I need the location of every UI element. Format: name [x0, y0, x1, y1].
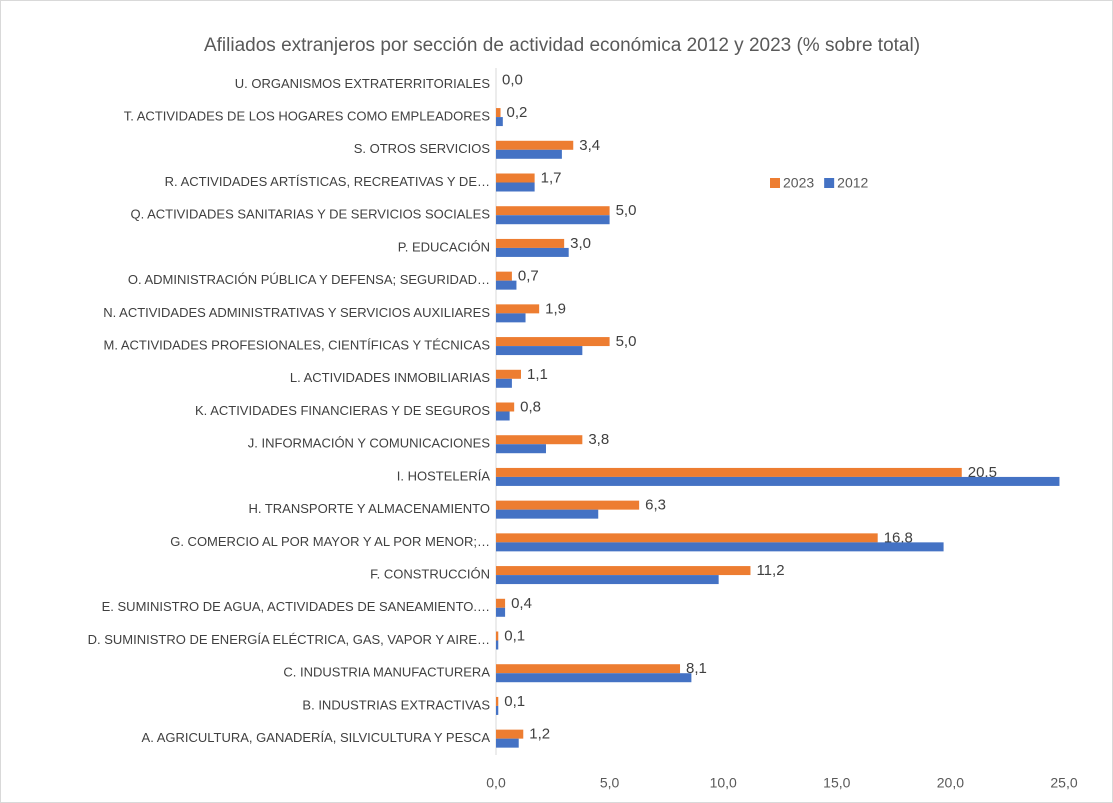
data-label: 5,0	[616, 333, 637, 350]
data-label: 5,0	[616, 202, 637, 219]
bar	[496, 575, 719, 585]
y-tick-label: F. CONSTRUCCIÓN	[370, 567, 490, 582]
bar	[496, 271, 512, 281]
x-tick-label: 5,0	[600, 775, 620, 791]
data-label: 1,1	[527, 366, 548, 383]
y-tick-label: B. INDUSTRIAS EXTRACTIVAS	[302, 697, 490, 712]
y-tick-label: I. HOSTELERÍA	[397, 468, 491, 483]
bar	[496, 149, 562, 159]
bar	[496, 696, 499, 706]
bar	[496, 247, 569, 257]
bar	[496, 108, 501, 118]
y-tick-label: G. COMERCIO AL POR MAYOR Y AL POR MENOR;…	[170, 534, 490, 549]
data-label: 1,9	[545, 300, 566, 317]
bar	[496, 337, 610, 347]
y-tick-label: E. SUMINISTRO DE AGUA, ACTIVIDADES DE SA…	[102, 599, 490, 614]
data-label: 1,7	[541, 169, 562, 186]
bar	[496, 631, 499, 641]
data-label: 0,1	[504, 627, 525, 644]
data-label: 16,8	[884, 529, 913, 546]
bar	[496, 369, 521, 379]
bar	[496, 435, 583, 445]
y-tick-label: C. INDUSTRIA MANUFACTURERA	[283, 665, 490, 680]
y-tick-label: R. ACTIVIDADES ARTÍSTICAS, RECREATIVAS Y…	[165, 174, 490, 189]
bar	[496, 533, 878, 543]
y-tick-label: U. ORGANISMOS EXTRATERRITORIALES	[235, 76, 491, 91]
bar	[496, 500, 640, 510]
y-tick-label: Q. ACTIVIDADES SANITARIAS Y DE SERVICIOS…	[130, 207, 490, 222]
bar	[496, 566, 751, 576]
data-label: 0,2	[507, 104, 528, 121]
bar	[496, 664, 681, 674]
bar	[496, 444, 546, 454]
y-tick-label: O. ADMINISTRACIÓN PÚBLICA Y DEFENSA; SEG…	[128, 272, 490, 287]
bar	[496, 280, 517, 290]
data-label: 0,7	[518, 268, 539, 285]
bar	[496, 542, 944, 552]
data-label: 1,2	[529, 726, 550, 743]
bar	[496, 304, 540, 314]
bar	[496, 738, 519, 748]
y-tick-label: D. SUMINISTRO DE ENERGÍA ELÉCTRICA, GAS,…	[88, 632, 490, 647]
legend-swatch	[770, 178, 780, 188]
bar	[496, 467, 962, 477]
bar	[496, 402, 515, 412]
y-tick-label: T. ACTIVIDADES DE LOS HOGARES COMO EMPLE…	[124, 109, 491, 124]
y-tick-label: N. ACTIVIDADES ADMINISTRATIVAS Y SERVICI…	[103, 305, 490, 320]
y-tick-label: M. ACTIVIDADES PROFESIONALES, CIENTÍFICA…	[104, 338, 491, 353]
x-tick-label: 20,0	[937, 775, 964, 791]
data-label: 0,4	[511, 595, 532, 612]
data-label: 0,8	[520, 398, 541, 415]
x-tick-label: 0,0	[486, 775, 506, 791]
data-label: 3,4	[579, 137, 600, 154]
y-tick-label: P. EDUCACIÓN	[398, 239, 490, 254]
bar	[496, 598, 506, 608]
y-tick-label: J. INFORMACIÓN Y COMUNICACIONES	[248, 436, 491, 451]
bar	[496, 673, 692, 683]
x-tick-label: 25,0	[1050, 775, 1077, 791]
legend-label: 2012	[837, 175, 868, 191]
bar	[496, 640, 499, 650]
bar	[496, 173, 535, 183]
data-label: 3,0	[570, 235, 591, 252]
bar	[496, 206, 610, 216]
bar	[496, 476, 1060, 486]
y-tick-label: H. TRANSPORTE Y ALMACENAMIENTO	[248, 501, 490, 516]
y-tick-label: S. OTROS SERVICIOS	[354, 141, 491, 156]
legend-label: 2023	[783, 175, 814, 191]
bar	[496, 509, 599, 519]
bar	[496, 140, 574, 150]
bar	[496, 238, 565, 248]
y-tick-label: A. AGRICULTURA, GANADERÍA, SILVICULTURA …	[142, 730, 491, 745]
data-label: 20,5	[968, 464, 997, 481]
bar	[496, 117, 503, 127]
bar	[496, 411, 510, 421]
bar	[496, 182, 535, 192]
bar	[496, 215, 610, 225]
data-label: 3,8	[588, 431, 609, 448]
bar	[496, 729, 524, 739]
x-tick-label: 10,0	[710, 775, 737, 791]
data-label: 0,0	[502, 71, 523, 88]
y-tick-label: K. ACTIVIDADES FINANCIERAS Y DE SEGUROS	[195, 403, 490, 418]
bar	[496, 607, 506, 617]
bar	[496, 346, 583, 356]
bar	[496, 313, 526, 323]
legend-swatch	[824, 178, 835, 188]
data-label: 8,1	[686, 660, 707, 677]
data-label: 11,2	[756, 562, 784, 579]
bar	[496, 378, 512, 388]
bar	[496, 705, 499, 715]
y-tick-label: L. ACTIVIDADES INMOBILIARIAS	[290, 370, 490, 385]
x-tick-label: 15,0	[823, 775, 850, 791]
data-label: 6,3	[645, 497, 666, 514]
chart-title: Afiliados extranjeros por sección de act…	[204, 35, 920, 56]
data-label: 0,1	[504, 693, 525, 710]
